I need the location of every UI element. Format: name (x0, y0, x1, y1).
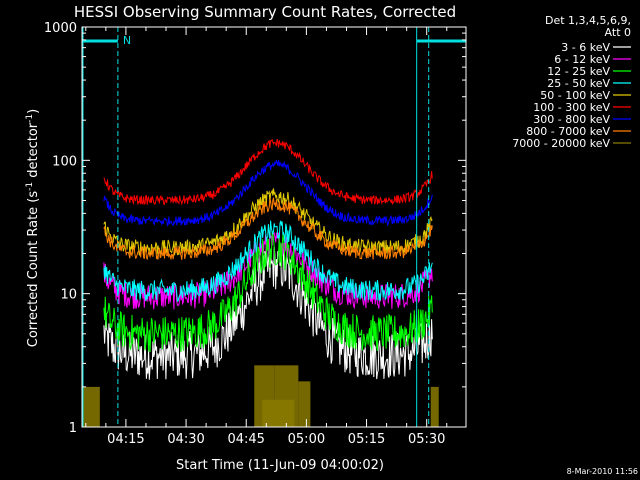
x-tick-label: 04:15 (107, 432, 144, 447)
y-axis-label-mid: detector (26, 122, 41, 182)
series-300-800-kev (103, 159, 433, 227)
y-axis: 1 10 100 1000 (44, 21, 466, 436)
series-line (103, 138, 433, 206)
legend-entry-label: 3 - 6 keV (561, 41, 610, 54)
series-12-25-kev (103, 231, 433, 353)
legend-entry-label: 6 - 12 keV (554, 53, 610, 66)
y-axis-label: Corrected Count Rate (s-1 detector-1) (25, 109, 41, 347)
series-3-6-kev (103, 245, 433, 380)
series-50-100-kev (103, 188, 433, 257)
legend-entry-label: 300 - 800 keV (533, 113, 610, 126)
series-100-300-kev (103, 138, 433, 206)
legend-entry-label: 100 - 300 keV (533, 101, 610, 114)
series-block (298, 381, 311, 427)
y-axis-label-end: ) (26, 109, 41, 114)
legend-header-line-2: Att 0 (605, 26, 631, 39)
series-line (103, 220, 433, 302)
plot-frame (81, 26, 467, 428)
x-tick-label: 05:15 (348, 432, 385, 447)
series-block (262, 399, 295, 427)
series-25-50-kev (103, 220, 433, 302)
legend-entry-label: 12 - 25 keV (547, 65, 610, 78)
x-axis: 04:15 04:30 04:45 05:00 05:15 05:30 (85, 27, 448, 447)
legend-entry-label: 7000 - 20000 keV (512, 137, 610, 150)
y-tick-label: 1000 (44, 21, 77, 36)
x-tick-label: 05:30 (408, 432, 445, 447)
series-800-7000-kev (103, 197, 433, 261)
series-line (103, 188, 433, 257)
series-line (103, 245, 433, 380)
x-tick-label: 05:00 (288, 432, 325, 447)
series-block (430, 386, 439, 427)
legend-entry-label: 50 - 100 keV (540, 89, 610, 102)
y-axis-label-main: Corrected Count Rate (s (26, 191, 41, 348)
x-tick-label: 04:30 (167, 432, 204, 447)
chart-title: HESSI Observing Summary Count Rates, Cor… (74, 3, 456, 21)
x-tick-label: 04:45 (227, 432, 264, 447)
x-axis-label: Start Time (11-Jun-09 04:00:02) (176, 458, 384, 473)
y-tick-label: 1 (69, 421, 77, 436)
flag-layer: N (82, 27, 466, 427)
legend-header-line-1: Det 1,3,4,5,6,9, (545, 14, 631, 27)
series-line (103, 231, 433, 353)
flag-label: N (123, 34, 131, 47)
series-line (103, 159, 433, 227)
y-tick-label: 10 (60, 288, 77, 303)
series-block (82, 386, 100, 427)
generation-timestamp: 8-Mar-2010 11:56 (567, 467, 638, 476)
legend-entry-label: 25 - 50 keV (547, 77, 610, 90)
y-axis-label-sup2: -1 (25, 114, 35, 123)
legend-entry-label: 800 - 7000 keV (526, 125, 610, 138)
series-layer (82, 138, 439, 427)
series-line (103, 197, 433, 261)
series-7000-20000-kev (82, 365, 439, 427)
y-axis-label-sup1: -1 (25, 182, 35, 191)
y-tick-label: 100 (52, 154, 77, 169)
